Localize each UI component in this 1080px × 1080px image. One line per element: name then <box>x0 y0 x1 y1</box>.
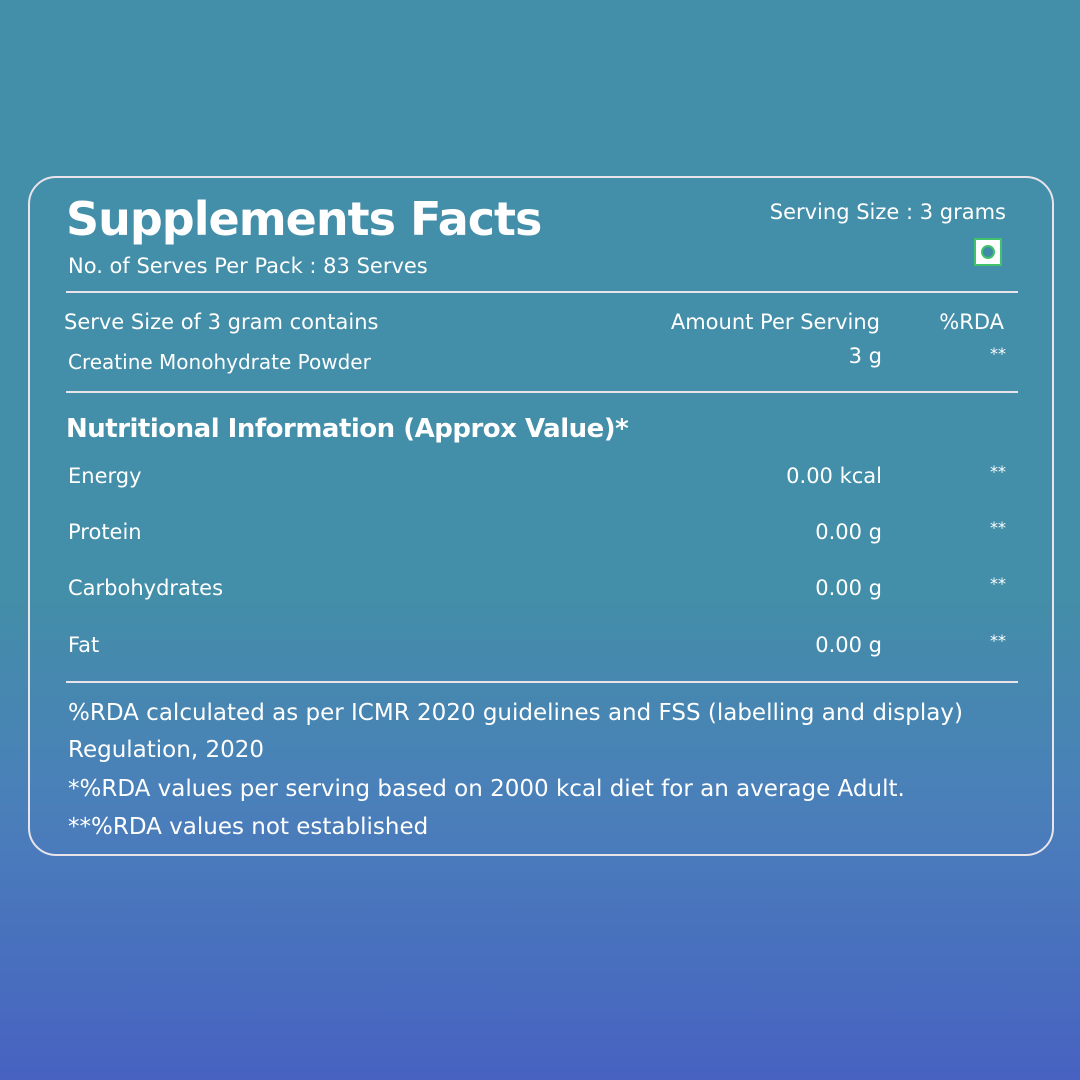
ingredient-rda: ** <box>990 344 1006 363</box>
table-header-label: Serve Size of 3 gram contains <box>64 310 379 334</box>
page-title: Supplements Facts <box>66 192 542 246</box>
nutrient-amount: 0.00 kcal <box>786 464 882 488</box>
nutrition-title: Nutritional Information (Approx Value)* <box>66 414 629 444</box>
divider <box>66 681 1018 683</box>
ingredient-name: Creatine Monohydrate Powder <box>68 350 371 374</box>
nutrient-rda: ** <box>990 574 1006 593</box>
divider <box>66 391 1018 393</box>
supplement-facts-panel: Supplements Facts No. of Serves Per Pack… <box>28 176 1054 856</box>
ingredient-amount: 3 g <box>848 344 882 368</box>
table-header-rda: %RDA <box>939 310 1004 334</box>
footnote: %RDA calculated as per ICMR 2020 guideli… <box>68 700 963 726</box>
nutrient-amount: 0.00 g <box>815 633 882 657</box>
nutrient-amount: 0.00 g <box>815 520 882 544</box>
veg-mark-icon <box>974 238 1002 266</box>
footnote: *%RDA values per serving based on 2000 k… <box>68 776 905 802</box>
serving-size: Serving Size : 3 grams <box>769 200 1006 224</box>
nutrient-rda: ** <box>990 518 1006 537</box>
serves-per-pack: No. of Serves Per Pack : 83 Serves <box>68 254 428 278</box>
nutrient-name: Protein <box>68 520 142 544</box>
footnote: **%RDA values not established <box>68 814 429 840</box>
divider <box>66 291 1018 293</box>
nutrient-rda: ** <box>990 462 1006 481</box>
nutrient-name: Fat <box>68 633 100 657</box>
footnote: Regulation, 2020 <box>68 737 264 763</box>
nutrient-amount: 0.00 g <box>815 576 882 600</box>
nutrient-name: Carbohydrates <box>68 576 224 600</box>
nutrient-name: Energy <box>68 464 142 488</box>
table-header-amount: Amount Per Serving <box>670 310 880 334</box>
nutrient-rda: ** <box>990 631 1006 650</box>
